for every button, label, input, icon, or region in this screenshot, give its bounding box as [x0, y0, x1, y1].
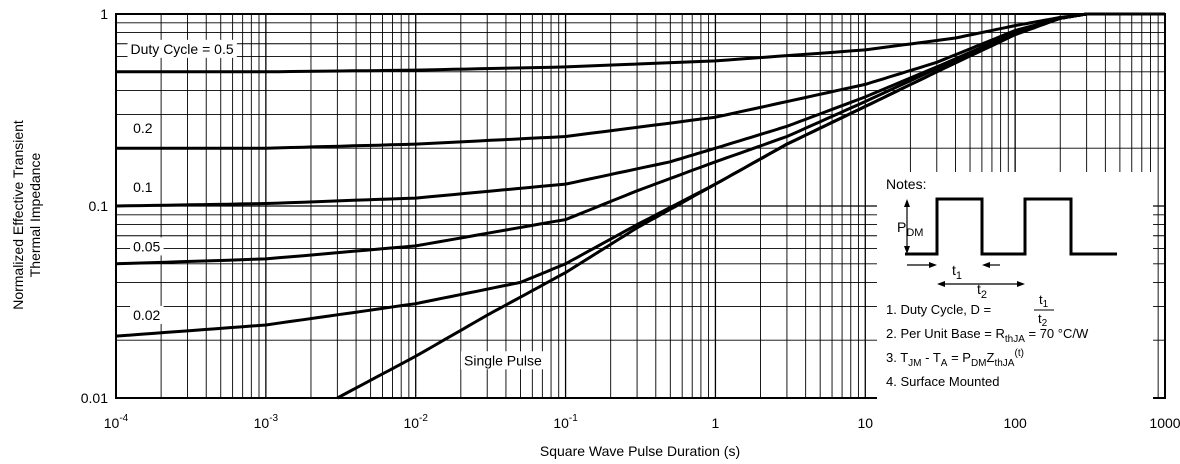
x-tick-label: 10-3 — [254, 413, 279, 431]
y-tick-label: 0.1 — [89, 198, 109, 214]
notes-title: Notes: — [886, 176, 926, 192]
curve-1 — [116, 12, 1165, 150]
series-label-bg — [130, 305, 164, 324]
series-label-0: Duty Cycle = 0.5 — [131, 41, 234, 57]
series-label-3: 0.05 — [133, 238, 160, 254]
x-tick-label: 1 — [712, 415, 720, 431]
y-tick-label: 1 — [100, 6, 108, 22]
t2-arrow-left-icon — [937, 281, 945, 287]
series-label-bg — [130, 237, 164, 256]
x-tick-label: 10 — [857, 415, 873, 431]
series-label-bg — [127, 39, 237, 58]
x-tick-label: 100 — [1003, 415, 1027, 431]
x-tick-label: 10-2 — [403, 413, 428, 431]
t2-arrow-right-icon — [1017, 281, 1025, 287]
pdm-label: PDM — [897, 219, 923, 239]
x-tick-label: 1000 — [1149, 415, 1180, 431]
grid-lines — [115, 14, 1165, 399]
series-label-2: 0.1 — [133, 179, 153, 195]
series-label-bg — [130, 178, 156, 197]
pulse-waveform — [905, 197, 1117, 256]
y-tick-label: 0.01 — [81, 390, 108, 406]
curves — [115, 12, 1165, 400]
x-axis-label: Square Wave Pulse Duration (s) — [540, 443, 740, 459]
x-tick-label: 10-1 — [553, 413, 578, 431]
t1-arrow-left-icon — [982, 262, 990, 268]
curve-5 — [336, 12, 1165, 400]
y-axis-label-line2: Thermal Impedance — [27, 153, 43, 278]
t1-label: t1 — [952, 262, 962, 282]
notes-panel: Notes: PDM t1 t2 1. Duty Cycle, D = t1 t… — [877, 172, 1153, 400]
note-1-denominator: t2 — [1038, 311, 1048, 329]
x-tick-label: 10-4 — [104, 413, 129, 431]
t2-label: t2 — [977, 281, 987, 301]
notes-background — [877, 172, 1153, 400]
plot-frame — [115, 13, 1166, 399]
note-2: 2. Per Unit Base = RthJA = 70 °C/W — [886, 326, 1089, 345]
y-axis-label-line1: Normalized Effective Transient — [10, 120, 26, 310]
pdm-arrow-down-icon — [904, 246, 910, 254]
t1-arrow-icon — [929, 262, 937, 268]
note-4: 4. Surface Mounted — [886, 374, 999, 389]
series-label-4: 0.02 — [133, 307, 160, 323]
series-labels: Duty Cycle = 0.5 0.2 0.1 0.05 0.02 Single Pul… — [127, 39, 546, 370]
note-1-numerator: t1 — [1039, 292, 1049, 310]
pdm-arrow-up-icon — [904, 199, 910, 207]
note-1: 1. Duty Cycle, D = — [886, 302, 991, 317]
series-label-bg — [461, 351, 546, 370]
tick-labels: 10-4 10-3 10-2 10-1 1 10 100 1000 1 0.1 0.01 — [81, 6, 1180, 431]
series-label-5: Single Pulse — [464, 352, 542, 368]
series-label-1: 0.2 — [133, 120, 153, 136]
note-3: 3. TJM - TA = PDMZthJA(t) — [886, 348, 1024, 369]
series-label-bg — [130, 118, 156, 137]
